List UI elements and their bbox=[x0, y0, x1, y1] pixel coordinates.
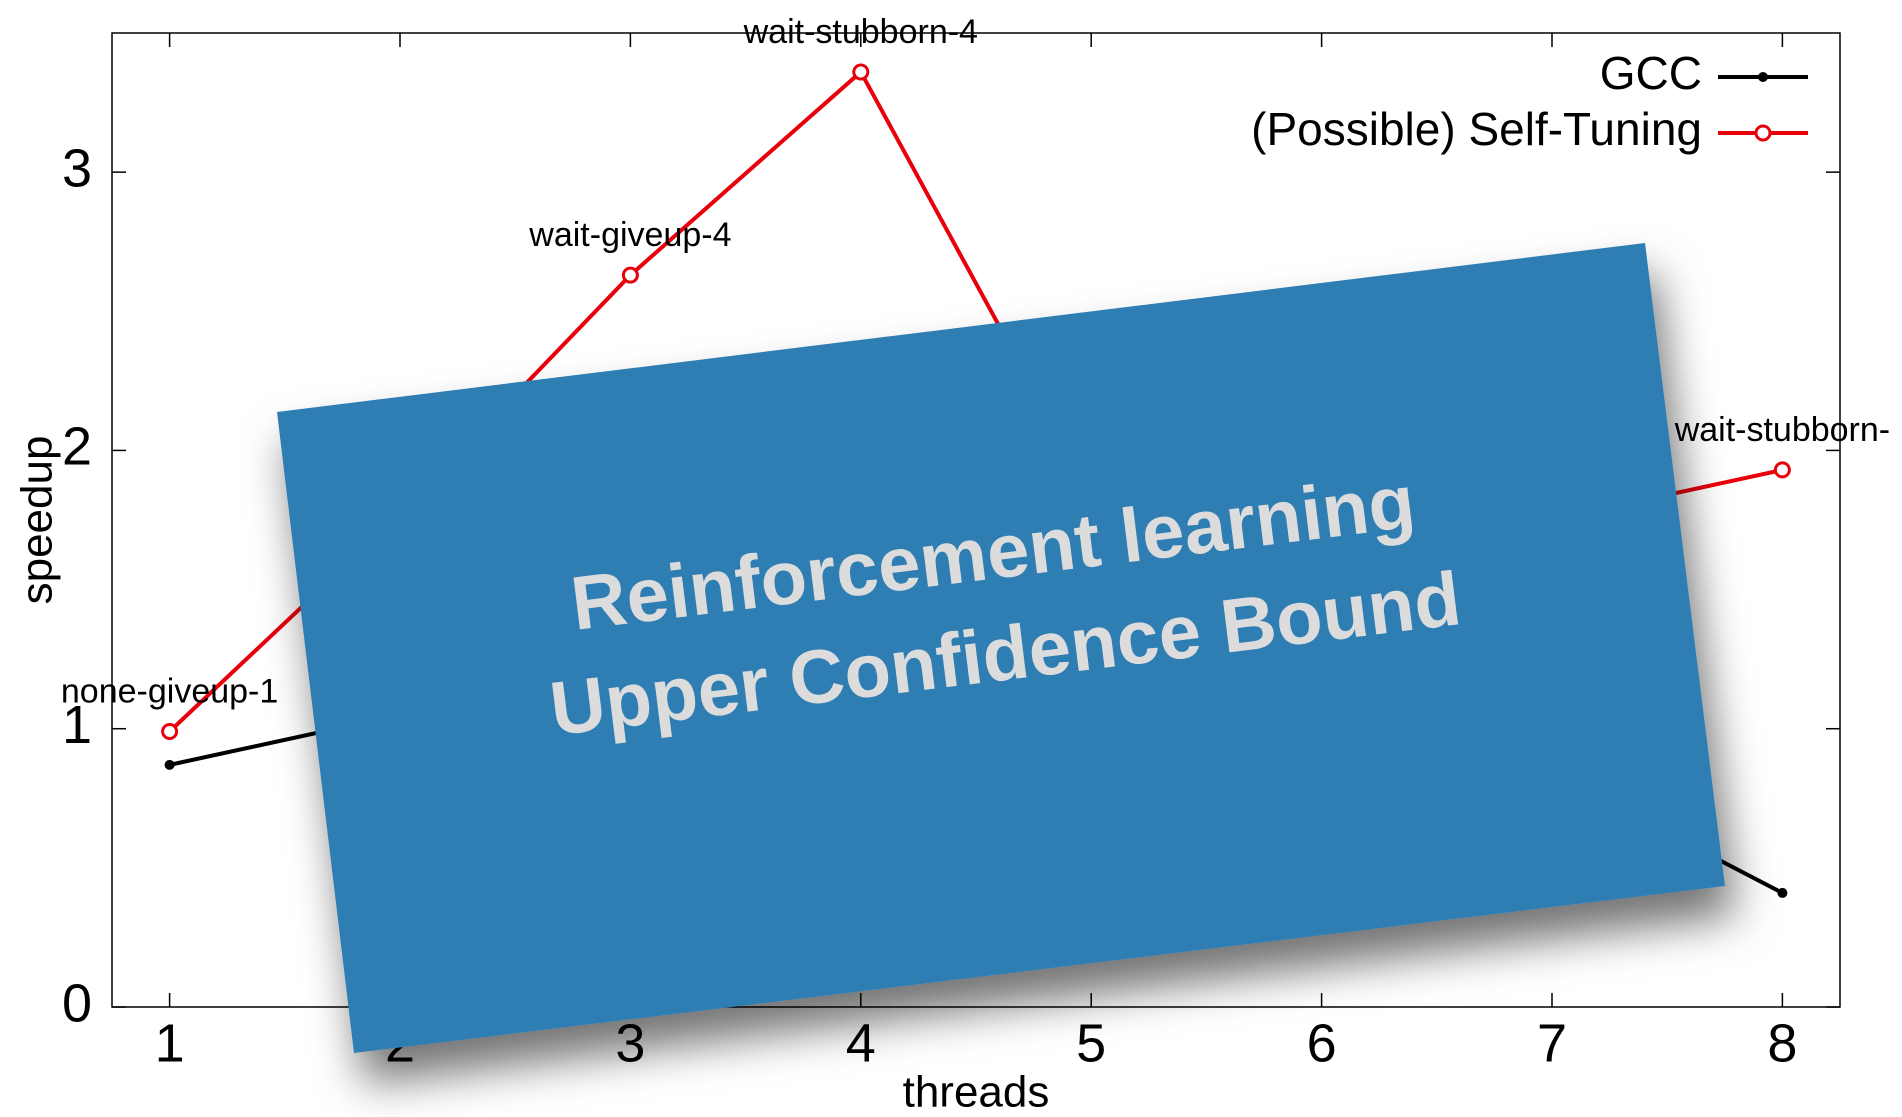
point-marker bbox=[852, 63, 870, 81]
x-axis-label: threads bbox=[903, 1068, 1050, 1117]
y-tick-label: 2 bbox=[62, 417, 92, 477]
legend-label: GCC bbox=[1600, 47, 1702, 99]
point-label: wait-giveup-4 bbox=[528, 216, 731, 254]
point-marker bbox=[1777, 887, 1788, 898]
x-tick-label: 8 bbox=[1767, 1013, 1797, 1073]
overlay-note: Reinforcement learning Upper Confidence … bbox=[277, 243, 1725, 1053]
note-card bbox=[277, 243, 1725, 1053]
y-tick-label: 3 bbox=[62, 138, 92, 198]
y-tick-label: 0 bbox=[62, 973, 92, 1033]
point-label: wait-stubborn- bbox=[1674, 411, 1890, 449]
point-marker bbox=[621, 266, 639, 284]
plot-frame bbox=[111, 32, 1841, 1008]
x-tick-label: 1 bbox=[155, 1013, 185, 1073]
x-tick-label: 6 bbox=[1307, 1013, 1337, 1073]
point-marker bbox=[161, 722, 179, 740]
x-tick-label: 4 bbox=[846, 1013, 876, 1073]
legend-label: (Possible) Self-Tuning bbox=[1251, 103, 1702, 155]
x-tick-label: 3 bbox=[615, 1013, 645, 1073]
y-axis-label: speedup bbox=[13, 436, 62, 605]
point-label: none-giveup-1 bbox=[61, 672, 278, 710]
point-marker bbox=[164, 759, 175, 770]
legend-marker bbox=[1758, 72, 1768, 82]
legend-marker bbox=[1754, 124, 1772, 142]
y-tick-label: 1 bbox=[62, 695, 92, 755]
x-tick-label: 5 bbox=[1076, 1013, 1106, 1073]
x-tick-label: 7 bbox=[1537, 1013, 1567, 1073]
point-marker bbox=[1773, 461, 1791, 479]
point-label: wait-stubborn-4 bbox=[743, 13, 978, 51]
